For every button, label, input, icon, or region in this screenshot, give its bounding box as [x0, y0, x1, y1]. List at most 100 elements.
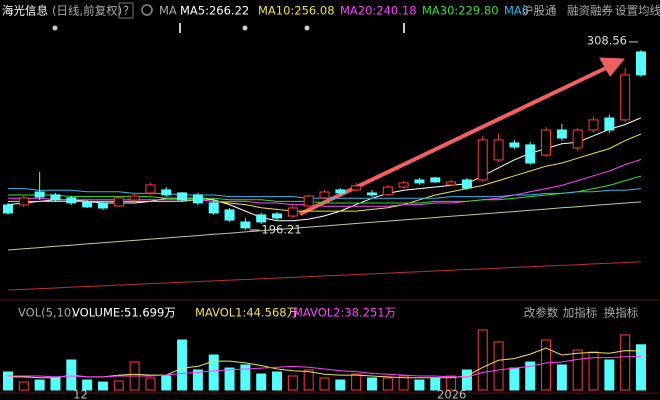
- candle-body: [509, 142, 520, 148]
- volume-bar: [82, 379, 93, 391]
- candle-body: [3, 204, 13, 214]
- candle-body: [382, 186, 393, 196]
- legend-entry: MA20:240.18: [340, 4, 417, 18]
- volume-bar: [3, 371, 13, 391]
- mavol-line: [8, 347, 642, 379]
- volume-bar: [34, 379, 45, 391]
- toolbar-link[interactable]: 设置均线: [615, 4, 660, 18]
- candle-body: [18, 197, 29, 206]
- candle-body: [572, 129, 583, 149]
- volume-bar: [382, 377, 393, 391]
- volume-bar: [620, 334, 631, 391]
- ma-line: [7, 117, 642, 222]
- candle-body: [129, 195, 140, 201]
- volume-bar: [636, 344, 646, 391]
- legend-entry: MA6: [504, 4, 529, 18]
- panel-button[interactable]: 换指标: [604, 306, 639, 320]
- volume-bar: [256, 373, 267, 391]
- volume-bar: [604, 359, 615, 391]
- candle-body: [177, 192, 188, 201]
- volume-bar: [509, 367, 520, 391]
- settings-icon[interactable]: [141, 4, 153, 16]
- volume-bar: [414, 379, 425, 391]
- candle-body: [351, 185, 362, 191]
- candle-body: [430, 177, 441, 183]
- volume-bar: [477, 329, 488, 391]
- candle-body: [588, 119, 599, 131]
- volume-bar: [113, 380, 124, 391]
- stock-title: 海光信息: [2, 4, 48, 18]
- panel-button[interactable]: 加指标: [563, 306, 598, 320]
- volume-bar: [366, 377, 377, 391]
- volume-bar: [192, 369, 203, 391]
- legend-entry: VOLUME:51.699万: [72, 306, 176, 320]
- volume-bar: [525, 361, 536, 391]
- candle-body: [446, 181, 457, 186]
- mavol-line: [8, 356, 642, 378]
- candle-body: [208, 202, 219, 214]
- indicator[interactable]: MA: [159, 4, 177, 18]
- candle-body: [145, 184, 156, 194]
- volume-bar: [461, 369, 472, 391]
- legend-entry: MA30:229.80: [422, 4, 499, 18]
- volume-bar: [446, 375, 457, 391]
- volume-bar: [572, 349, 583, 391]
- candle-body: [224, 209, 235, 221]
- candle-body: [493, 139, 504, 161]
- toolbar-link[interactable]: 融资融券: [567, 4, 613, 18]
- volume-bar: [556, 364, 567, 391]
- volume-bar: [97, 381, 108, 391]
- volume-bar: [335, 379, 346, 391]
- candle-body: [525, 144, 536, 164]
- volume-bar: [177, 339, 188, 391]
- volume-bar: [161, 375, 172, 391]
- volume-bar: [319, 377, 330, 391]
- ma-line: [7, 201, 642, 251]
- event-icons: [52, 23, 405, 33]
- candle-body: [541, 129, 552, 156]
- candle-body: [414, 179, 425, 184]
- ma-line: [8, 159, 642, 207]
- candle-body: [256, 214, 267, 223]
- candle-body: [556, 129, 567, 139]
- x-tick-label: 12: [73, 388, 88, 400]
- toolbar-link[interactable]: 沪股通: [522, 4, 557, 18]
- legend-entry: MA10:256.08: [258, 4, 335, 18]
- help[interactable]: ?: [123, 4, 129, 18]
- legend-entry: MAVOL1:44.568万: [195, 306, 298, 320]
- candle-body: [287, 207, 298, 217]
- candle-body: [398, 182, 409, 188]
- candle-body: [620, 74, 631, 121]
- volume-bar: [493, 341, 504, 391]
- volume-bar: [541, 339, 552, 391]
- candle-body: [192, 194, 203, 204]
- candle-body: [461, 179, 472, 189]
- candle-body: [97, 202, 108, 209]
- ma-line: [8, 133, 642, 212]
- candle-body: [319, 191, 330, 199]
- candle-body: [50, 194, 61, 201]
- x-tick-label: 2026: [437, 388, 466, 400]
- legend-entry: MAVOL2:38.251万: [293, 306, 396, 320]
- candle-body: [82, 201, 93, 208]
- candle-body: [34, 191, 45, 198]
- candle-body: [477, 139, 488, 181]
- low-label: 196.21: [261, 222, 301, 236]
- volume-bar: [398, 375, 409, 391]
- ma-line: [8, 175, 642, 204]
- volume-bar: [303, 369, 314, 391]
- volume-bar: [224, 367, 235, 391]
- volume-bar: [18, 381, 29, 391]
- volume-bar: [287, 375, 298, 391]
- candle-body: [636, 51, 646, 76]
- help-box: [118, 2, 134, 19]
- volume-bar: [272, 371, 283, 391]
- panel-button[interactable]: 改参数: [524, 306, 559, 320]
- period: (日线,前复权): [52, 4, 122, 18]
- candle-body: [366, 192, 377, 196]
- legend-entry: MA5:266.22: [180, 4, 249, 18]
- candle-body: [335, 189, 346, 194]
- candle-body: [113, 197, 124, 207]
